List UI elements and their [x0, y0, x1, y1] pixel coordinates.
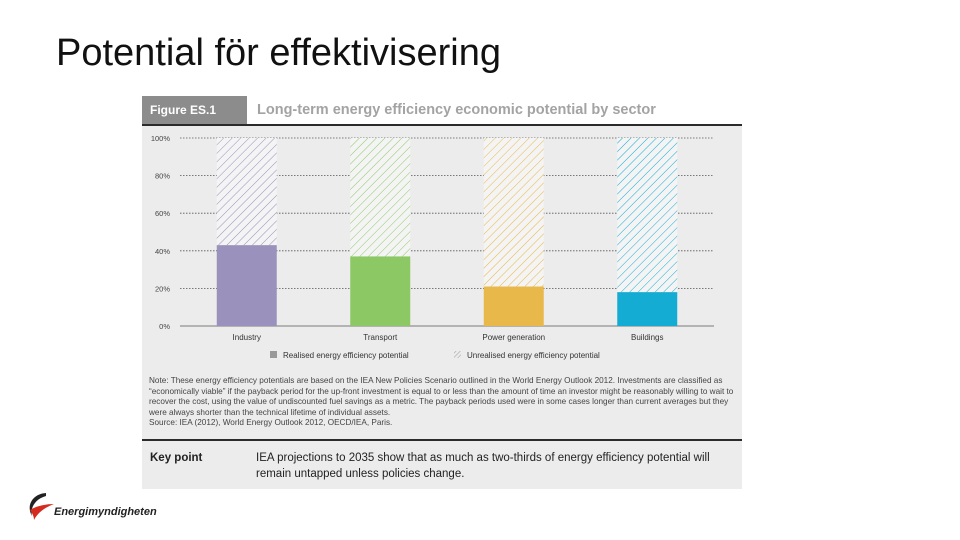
figure-title: Long-term energy efficiency economic pot… — [257, 102, 656, 118]
note-text: Note: These energy efficiency potentials… — [149, 376, 734, 417]
legend-label-realised: Realised energy efficiency potential — [283, 351, 409, 360]
legend-swatch-realised — [270, 351, 277, 358]
bar-unrealised-industry — [216, 138, 277, 246]
bar-realised-industry — [216, 245, 277, 326]
key-point-text: IEA projections to 2035 show that as muc… — [256, 452, 710, 480]
category-label: Industry — [233, 333, 261, 342]
bar-unrealised-power-generation — [483, 138, 544, 287]
key-point-label: Key point — [150, 452, 203, 464]
y-tick-label: 100% — [151, 134, 171, 143]
y-tick-label: 80% — [155, 172, 170, 181]
bar-realised-buildings — [617, 292, 678, 326]
source-text: Source: IEA (2012), World Energy Outlook… — [149, 418, 393, 428]
figure-note: Note: These energy efficiency potentials… — [149, 376, 737, 429]
category-label: Buildings — [631, 333, 663, 342]
bar-unrealised-transport — [350, 138, 411, 257]
figure-panel: Figure ES.1 Long-term energy efficiency … — [142, 96, 742, 489]
logo-text: Energimyndigheten — [54, 506, 157, 518]
figure-header: Figure ES.1 Long-term energy efficiency … — [142, 96, 742, 126]
y-tick-label: 60% — [155, 209, 170, 218]
divider — [142, 439, 742, 441]
logo-swoosh-icon — [29, 493, 54, 520]
bar-realised-transport — [350, 256, 411, 326]
legend-swatch-unrealised — [454, 351, 461, 358]
bar-unrealised-buildings — [617, 138, 678, 293]
bar-realised-power-generation — [483, 286, 544, 326]
energimyndigheten-logo: Energimyndigheten — [26, 490, 166, 526]
y-tick-label: 0% — [159, 322, 170, 331]
category-label: Power generation — [482, 333, 545, 342]
y-tick-label: 20% — [155, 284, 170, 293]
slide-title: Potential för effektivisering — [56, 32, 501, 74]
bar-chart: 0% 20% 40% 60% 80% 100% Industry Transport Power… — [151, 134, 714, 360]
figure-label: Figure ES.1 — [142, 96, 247, 124]
y-tick-label: 40% — [155, 247, 170, 256]
category-label: Transport — [363, 333, 398, 342]
legend-label-unrealised: Unrealised energy efficiency potential — [467, 351, 600, 360]
